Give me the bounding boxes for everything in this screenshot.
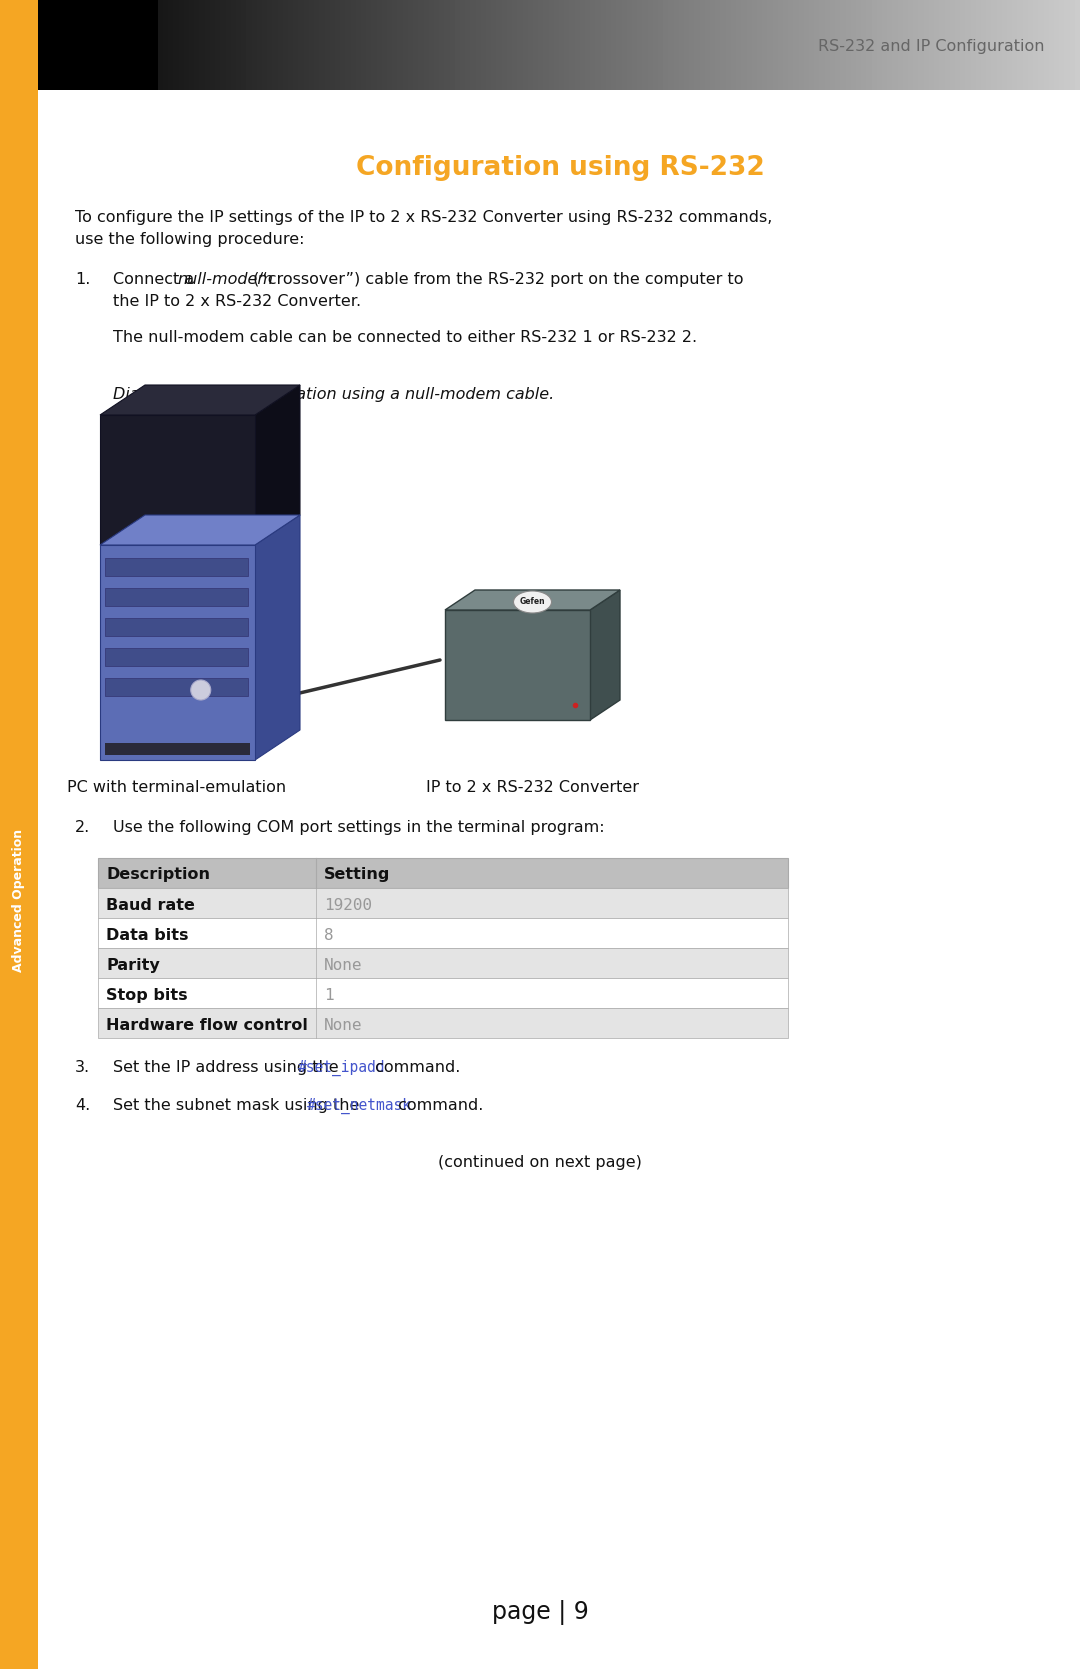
Text: Baud rate: Baud rate — [106, 898, 194, 913]
Text: None: None — [324, 958, 363, 973]
Text: Hardware flow control: Hardware flow control — [106, 1018, 308, 1033]
Text: None: None — [324, 1018, 363, 1033]
Text: 1.: 1. — [75, 272, 91, 287]
Polygon shape — [255, 516, 300, 759]
Text: (“crossover”) cable from the RS-232 port on the computer to: (“crossover”) cable from the RS-232 port… — [248, 272, 743, 287]
Text: 2.: 2. — [75, 819, 91, 834]
Text: 19200: 19200 — [324, 898, 373, 913]
Polygon shape — [100, 416, 255, 546]
Polygon shape — [445, 609, 590, 719]
Text: the IP to 2 x RS-232 Converter.: the IP to 2 x RS-232 Converter. — [113, 294, 361, 309]
Text: #set_netmask: #set_netmask — [307, 1098, 411, 1115]
Bar — [105, 587, 248, 606]
Polygon shape — [590, 591, 620, 719]
Text: Parity: Parity — [106, 958, 160, 973]
Text: Description: Description — [106, 868, 210, 883]
Polygon shape — [445, 591, 620, 609]
Polygon shape — [100, 546, 255, 759]
Text: Diagram 2.1 - Configuration using a null-modem cable.: Diagram 2.1 - Configuration using a null… — [113, 387, 554, 402]
Bar — [0, 0, 38, 1669]
Text: 8: 8 — [324, 928, 334, 943]
Bar — [98, 918, 788, 948]
Text: Setting: Setting — [324, 868, 390, 883]
Text: (continued on next page): (continued on next page) — [438, 1155, 642, 1170]
Text: The null-modem cable can be connected to either RS-232 1 or RS-232 2.: The null-modem cable can be connected to… — [113, 330, 697, 345]
Text: Data bits: Data bits — [106, 928, 189, 943]
Circle shape — [191, 679, 211, 699]
Text: 3.: 3. — [75, 1060, 90, 1075]
Bar — [105, 743, 249, 754]
Text: page | 9: page | 9 — [491, 1601, 589, 1626]
Text: command.: command. — [370, 1060, 460, 1075]
Bar — [98, 978, 788, 1008]
Text: 4.: 4. — [75, 1098, 91, 1113]
Bar — [98, 948, 788, 978]
Polygon shape — [100, 386, 300, 416]
Text: Set the IP address using the: Set the IP address using the — [113, 1060, 343, 1075]
Text: Set the subnet mask using the: Set the subnet mask using the — [113, 1098, 365, 1113]
Text: Configuration using RS-232: Configuration using RS-232 — [355, 155, 765, 180]
Text: Advanced Operation: Advanced Operation — [13, 828, 26, 971]
Text: Stop bits: Stop bits — [106, 988, 188, 1003]
Polygon shape — [100, 516, 300, 546]
Text: Gefen: Gefen — [519, 598, 545, 606]
Bar — [98, 1008, 788, 1038]
Polygon shape — [255, 386, 300, 546]
Bar — [98, 888, 788, 918]
Bar — [98, 858, 788, 888]
Bar — [105, 678, 248, 696]
Bar — [105, 648, 248, 666]
Text: RS-232 and IP Configuration: RS-232 and IP Configuration — [819, 40, 1045, 55]
Text: command.: command. — [393, 1098, 484, 1113]
Ellipse shape — [513, 591, 552, 613]
Text: #set_ipadd: #set_ipadd — [298, 1060, 386, 1077]
Text: To configure the IP settings of the IP to 2 x RS-232 Converter using RS-232 comm: To configure the IP settings of the IP t… — [75, 210, 772, 225]
Text: 1: 1 — [324, 988, 334, 1003]
Bar — [105, 557, 248, 576]
Text: IP to 2 x RS-232 Converter: IP to 2 x RS-232 Converter — [426, 779, 638, 794]
Text: Connect a: Connect a — [113, 272, 200, 287]
Text: Use the following COM port settings in the terminal program:: Use the following COM port settings in t… — [113, 819, 605, 834]
Text: null-modem: null-modem — [177, 272, 273, 287]
Text: PC with terminal-emulation: PC with terminal-emulation — [67, 779, 286, 794]
Text: use the following procedure:: use the following procedure: — [75, 232, 305, 247]
Bar — [105, 618, 248, 636]
Bar — [38, 0, 158, 90]
